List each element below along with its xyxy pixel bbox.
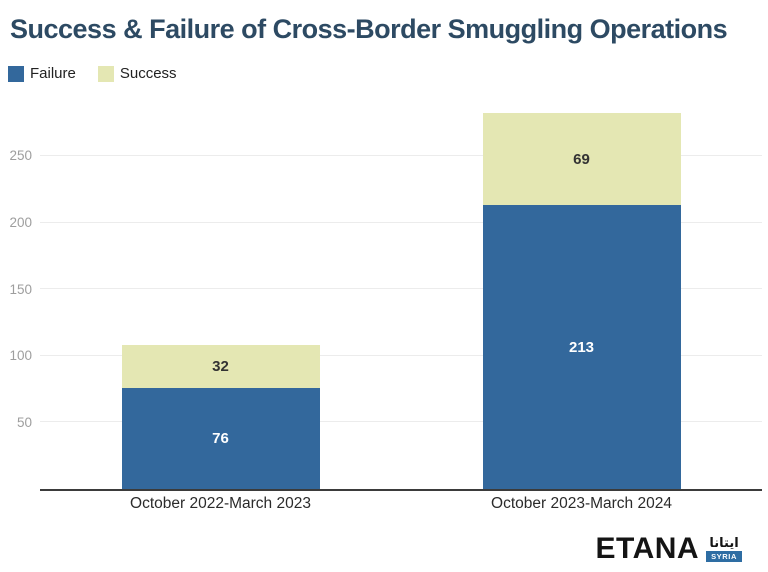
x-axis-label-0: October 2022-March 2023 xyxy=(130,495,311,512)
bar-value-label: 76 xyxy=(212,429,229,447)
plot-area: 50 100 150 200 250 76 32 October 2022-March 202… xyxy=(9,100,762,512)
y-tick-label-200: 200 xyxy=(9,214,32,230)
bar-segment-failure-0: 76 xyxy=(121,387,320,489)
etana-logo: ETANA ايتانا SYRIA xyxy=(595,534,742,564)
y-tick-label-100: 100 xyxy=(9,348,32,364)
gridline-250 xyxy=(40,154,762,156)
bar-segment-success-0: 32 xyxy=(121,345,320,388)
legend-item-success: Success xyxy=(97,65,177,82)
x-axis-label-1: October 2023-March 2024 xyxy=(491,495,672,512)
y-tick-label-150: 150 xyxy=(9,281,32,297)
etana-logo-side: ايتانا SYRIA xyxy=(706,534,742,563)
gridline-150 xyxy=(40,288,762,290)
bar-value-label: 213 xyxy=(568,338,595,356)
y-tick-label-50: 50 xyxy=(16,414,32,430)
legend-swatch-success xyxy=(97,65,114,82)
y-tick-label-250: 250 xyxy=(9,148,32,164)
bar-segment-success-1: 69 xyxy=(482,113,681,206)
etana-wordmark: ETANA xyxy=(595,532,700,565)
legend-label: Failure xyxy=(30,65,76,82)
bar-segment-failure-1: 213 xyxy=(482,205,681,489)
legend-item-failure: Failure xyxy=(8,65,76,82)
legend-label: Success xyxy=(119,65,177,82)
etana-arabic-text: ايتانا xyxy=(709,534,739,550)
bar-value-label: 32 xyxy=(212,357,229,375)
chart-title: Success & Failure of Cross-Border Smuggl… xyxy=(10,14,728,44)
legend-swatch-failure xyxy=(8,65,24,82)
etana-syria-badge: SYRIA xyxy=(706,551,742,563)
legend: Failure Success xyxy=(8,65,177,82)
gridline-100 xyxy=(40,354,762,356)
gridline-50 xyxy=(40,421,762,423)
gridline-200 xyxy=(40,221,762,223)
bar-value-label: 69 xyxy=(573,150,590,168)
